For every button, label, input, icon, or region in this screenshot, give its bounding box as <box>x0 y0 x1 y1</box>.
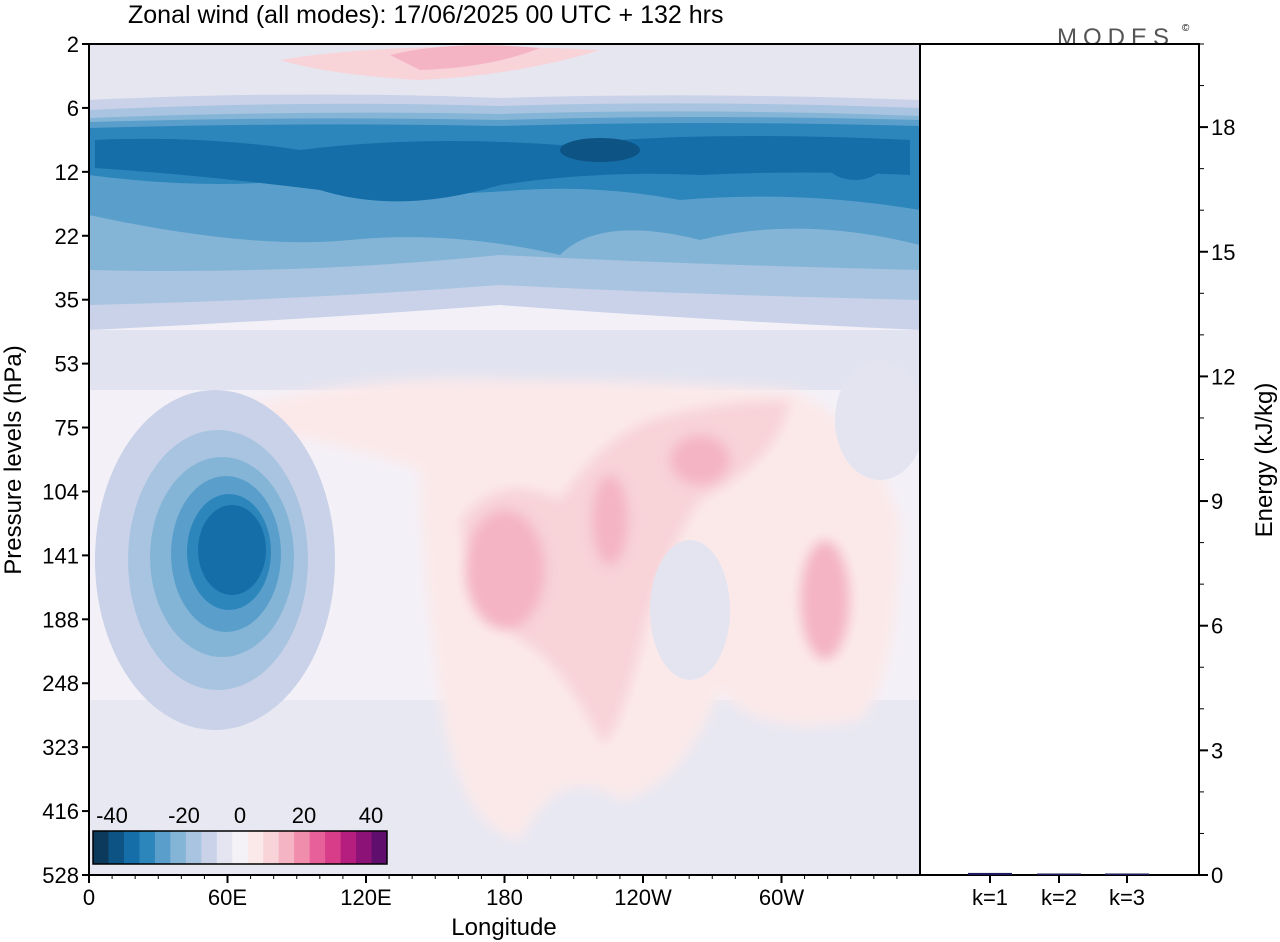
colorbar: -40 -20 0 20 40 <box>92 803 388 865</box>
heatmap-field <box>95 136 910 202</box>
heatmap-field <box>800 540 850 660</box>
heatmap-field <box>835 360 920 480</box>
y-tick-label: 141 <box>42 543 79 568</box>
energy-y-tick-label: 3 <box>1211 738 1223 763</box>
heatmap-field <box>592 475 628 565</box>
colorbar-swatch <box>154 831 171 864</box>
colorbar-swatch <box>309 831 326 864</box>
colorbar-tick-label: -20 <box>168 803 200 828</box>
x-tick-label: 60W <box>759 885 804 910</box>
colorbar-tick-label: 40 <box>359 803 383 828</box>
colorbar-swatch <box>201 831 218 864</box>
energy-bar <box>1037 873 1081 875</box>
x-tick-label: 120E <box>340 885 391 910</box>
y-tick-label: 2 <box>67 32 79 57</box>
heatmap-field <box>650 540 730 680</box>
chart-title: Zonal wind (all modes): 17/06/2025 00 UT… <box>128 1 723 29</box>
colorbar-swatch <box>356 831 373 864</box>
heatmap-field <box>825 140 885 180</box>
energy-bar-chart: Energy (kJ/kg) 0 3 6 9 12 15 18 k=1 k=2 k=3 <box>919 43 1278 910</box>
y-tick-label: 416 <box>42 799 79 824</box>
y-tick-label: 188 <box>42 607 79 632</box>
colorbar-swatch <box>170 831 187 864</box>
logo-copyright-mark: © <box>1182 23 1190 34</box>
energy-y-tick-label: 18 <box>1211 115 1235 140</box>
heatmap-field <box>670 435 730 485</box>
colorbar-swatch <box>278 831 295 864</box>
x-tick-label: 0 <box>83 885 95 910</box>
colorbar-swatch <box>232 831 249 864</box>
energy-plot-frame <box>919 43 1200 876</box>
energy-y-tick-label: 9 <box>1211 489 1223 514</box>
heatmap-x-axis-title: Longitude <box>451 914 556 941</box>
colorbar-swatch <box>108 831 125 864</box>
heatmap-field <box>465 510 545 630</box>
y-tick-label: 104 <box>42 479 79 504</box>
x-tick-label: 60E <box>208 885 247 910</box>
colorbar-swatch <box>371 831 388 864</box>
colorbar-swatch <box>123 831 140 864</box>
heatmap-field <box>460 400 790 744</box>
y-tick-label: 53 <box>55 352 79 377</box>
colorbar-swatch <box>139 831 156 864</box>
heatmap-field <box>560 138 640 162</box>
colorbar-swatch <box>325 831 342 864</box>
heatmap-plot <box>89 44 920 875</box>
y-tick-label: 6 <box>67 96 79 121</box>
colorbar-swatch <box>263 831 280 864</box>
colorbar-swatch <box>340 831 357 864</box>
y-tick-label: 528 <box>42 863 79 888</box>
y-tick-label: 35 <box>55 288 79 313</box>
colorbar-swatch <box>247 831 264 864</box>
colorbar-tick-label: 0 <box>234 803 246 828</box>
y-tick-label: 323 <box>42 735 79 760</box>
x-tick-label: 180 <box>486 885 523 910</box>
energy-x-tick-label: k=2 <box>1041 885 1077 910</box>
y-tick-label: 12 <box>55 160 79 185</box>
energy-x-tick-label: k=1 <box>972 885 1008 910</box>
colorbar-swatch <box>93 831 109 864</box>
heatmap-y-axis-title: Pressure levels (hPa) <box>0 345 27 574</box>
energy-y-tick-label: 12 <box>1211 364 1235 389</box>
y-tick-label: 248 <box>42 671 79 696</box>
colorbar-swatch <box>216 831 233 864</box>
colorbar-tick-label: -40 <box>96 803 128 828</box>
colorbar-swatch <box>185 831 202 864</box>
heatmap-field <box>390 45 540 70</box>
y-tick-label: 22 <box>55 224 79 249</box>
energy-x-tick-label: k=3 <box>1109 885 1145 910</box>
x-tick-label: 120W <box>614 885 672 910</box>
energy-y-axis-title: Energy (kJ/kg) <box>1251 383 1278 538</box>
y-tick-label: 75 <box>55 416 79 441</box>
colorbar-swatch <box>294 831 311 864</box>
energy-y-tick-label: 15 <box>1211 240 1235 265</box>
energy-bar <box>968 872 1012 875</box>
colorbar-tick-label: 20 <box>292 803 316 828</box>
energy-y-tick-label: 0 <box>1211 863 1223 888</box>
energy-y-tick-label: 6 <box>1211 614 1223 639</box>
heatmap-field <box>198 505 266 595</box>
energy-bar <box>1105 873 1149 875</box>
colorbar-frame <box>92 830 388 865</box>
heatmap-axes: Pressure levels (hPa) Longitude 2 6 12 22 35… <box>0 32 921 941</box>
